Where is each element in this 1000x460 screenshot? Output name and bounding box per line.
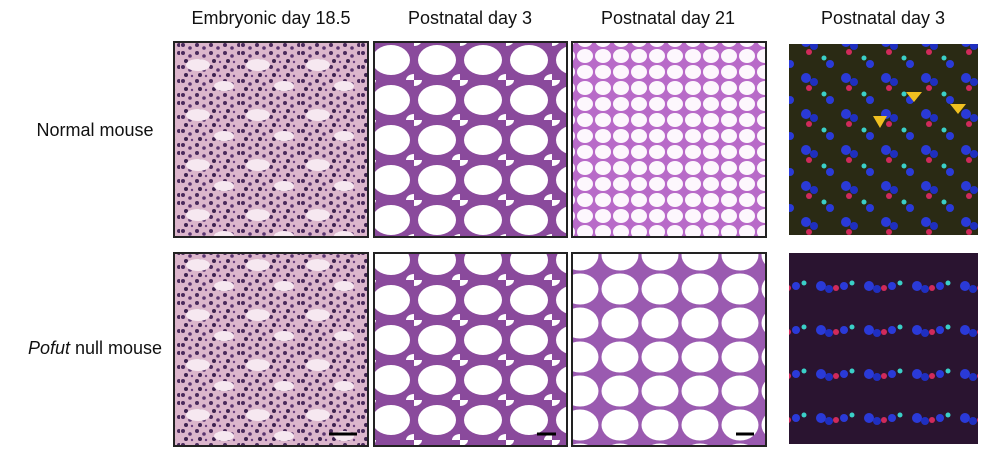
micrograph (789, 253, 978, 444)
micrograph (373, 252, 568, 447)
micrograph (789, 44, 978, 235)
micrograph (173, 252, 369, 447)
row-label-rest: null mouse (70, 338, 162, 358)
micrograph (173, 41, 369, 238)
micrograph (373, 41, 568, 238)
column-header: Postnatal day 3 (821, 8, 945, 28)
column-header: Postnatal day 21 (601, 8, 735, 28)
row-label: Normal mouse (36, 120, 153, 140)
micrograph (571, 252, 767, 447)
row-label-italic: Pofut (28, 338, 71, 358)
micrograph (571, 41, 767, 238)
column-header: Embryonic day 18.5 (191, 8, 350, 28)
row-label: Pofut null mouse (28, 338, 162, 358)
arrowheads (873, 92, 966, 128)
column-header: Postnatal day 3 (408, 8, 532, 28)
